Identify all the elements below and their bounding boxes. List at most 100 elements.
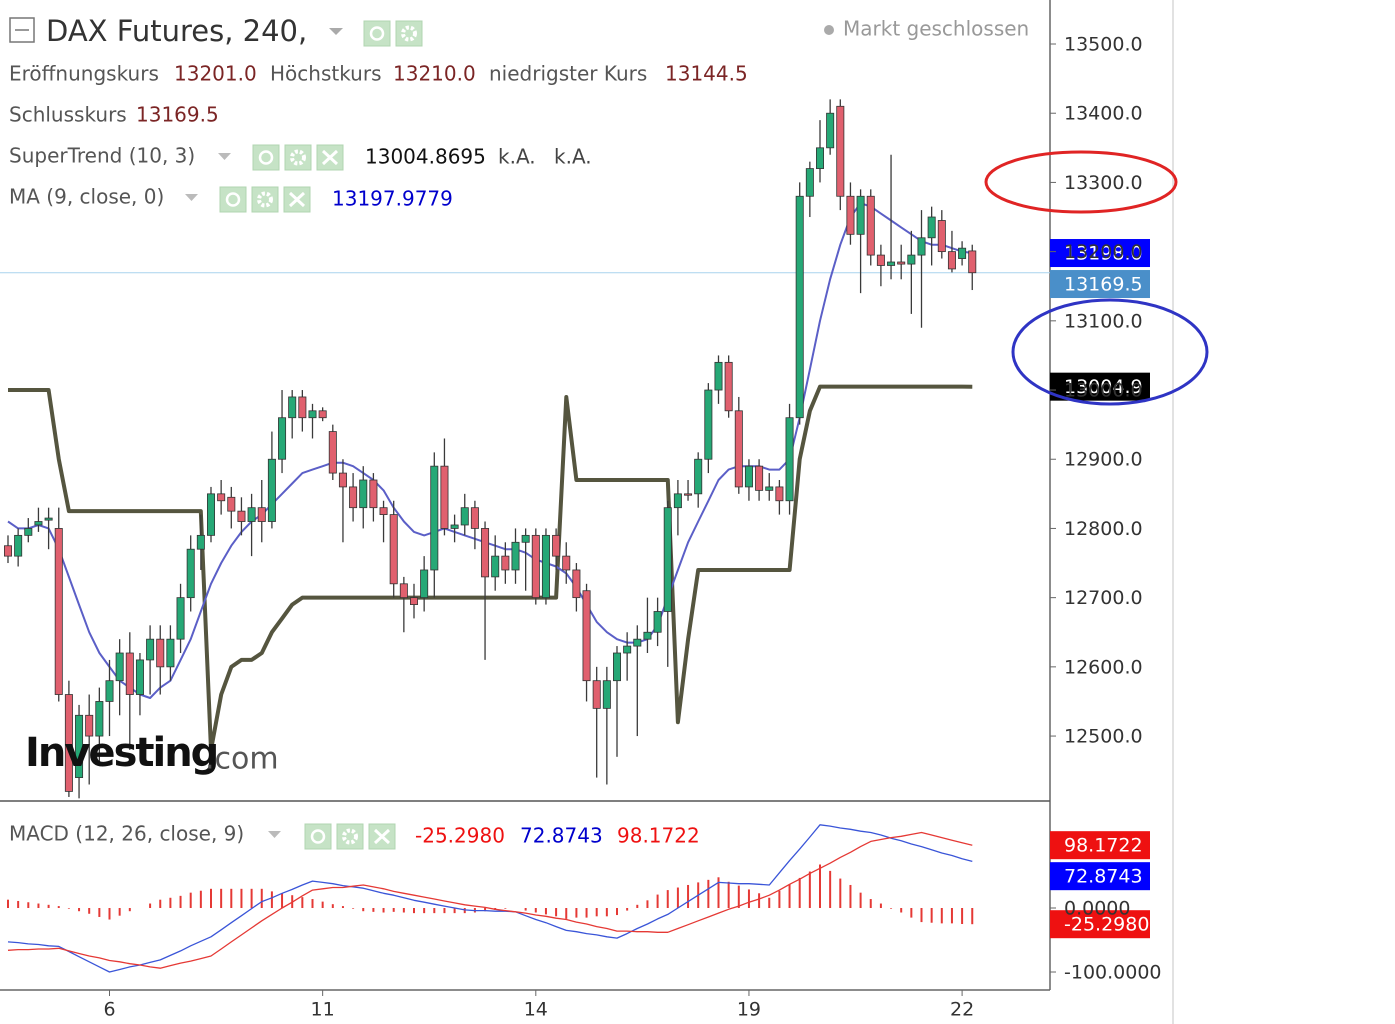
price-tag	[1050, 270, 1150, 299]
eye-icon	[258, 150, 274, 165]
candle-body	[958, 247, 967, 259]
y-tick-label: 12900.0	[1064, 449, 1143, 471]
candle-body	[125, 652, 134, 695]
candle-body	[744, 465, 753, 488]
candle-body	[866, 195, 875, 256]
dropdown-arrow[interactable]	[185, 194, 198, 201]
dropdown-arrow[interactable]	[329, 28, 343, 35]
candle-body	[714, 361, 723, 391]
gear-icon	[257, 191, 273, 208]
dropdown-arrow[interactable]	[268, 831, 281, 838]
candle-body	[511, 541, 520, 571]
y-tick-label: 12500.0	[1064, 726, 1143, 748]
legend: DAX Futures, 240, Markt geschlossen Eröf…	[9, 14, 1029, 848]
status-dot	[824, 25, 834, 35]
symbol-title: DAX Futures, 240,	[46, 14, 307, 48]
candle-body	[623, 645, 632, 654]
price-tag-label: 13198.0	[1064, 243, 1143, 265]
legend-icon[interactable]	[395, 20, 423, 47]
candle-body	[653, 611, 662, 633]
market-status: Markt geschlossen	[843, 17, 1029, 41]
candle-body	[64, 694, 73, 792]
candle-body	[237, 510, 246, 522]
price-tag	[1050, 831, 1150, 860]
price-tag-label: 72.8743	[1064, 866, 1143, 888]
price-tag-label: -25.2980	[1064, 914, 1149, 936]
candle-body	[227, 496, 236, 512]
candle-body	[217, 493, 226, 502]
eye-icon	[310, 829, 326, 844]
candle-body	[673, 493, 682, 509]
candle-body	[491, 555, 500, 578]
legend-icon[interactable]	[363, 20, 391, 47]
price-tag	[1050, 239, 1150, 268]
dropdown-arrow[interactable]	[218, 153, 231, 160]
collapse-icon[interactable]	[9, 17, 35, 43]
indicator-line	[7, 202, 973, 699]
indicator-line	[7, 831, 973, 969]
candle-body	[531, 534, 540, 599]
y-tick-label: 13400.0	[1064, 103, 1143, 125]
indicator-value: k.A.	[554, 145, 592, 169]
ohlc-label: niedrigster Kurs	[489, 62, 647, 86]
candle-body	[907, 254, 916, 265]
candle-body	[166, 638, 175, 668]
candle-body	[389, 514, 398, 585]
ohlc-label: Schlusskurs	[9, 103, 127, 127]
candle-body	[805, 168, 814, 197]
y-tick-label: 12700.0	[1064, 587, 1143, 609]
candle-body	[328, 431, 337, 474]
candle-body	[704, 389, 713, 460]
candle-body	[836, 105, 845, 197]
candle-body	[765, 486, 774, 491]
ohlc-label: Eröffnungskurs	[9, 62, 159, 86]
candle-body	[643, 631, 652, 640]
candle-body	[75, 714, 84, 778]
candle-body	[795, 195, 804, 419]
legend-icon[interactable]	[283, 186, 311, 213]
legend-icon[interactable]	[219, 186, 247, 213]
indicator-value: 72.8743	[520, 824, 603, 848]
candle-body	[826, 112, 835, 149]
candle-body	[937, 220, 946, 253]
legend-icon[interactable]	[336, 823, 364, 850]
candle-body	[755, 465, 764, 491]
y-tick-label: 13300.0	[1064, 172, 1143, 194]
candle-body	[14, 534, 23, 557]
legend-icon[interactable]	[251, 186, 279, 213]
candle-body	[247, 507, 256, 522]
candle-body	[308, 410, 317, 419]
y-tick-label: 13200.0	[1064, 241, 1143, 263]
price-tag-label: 98.1722	[1064, 835, 1143, 857]
y-tick-label: 12800.0	[1064, 518, 1143, 540]
candle-body	[338, 472, 347, 488]
candle-body	[85, 714, 94, 737]
candle-body	[399, 583, 408, 599]
candle-body	[349, 486, 358, 509]
candle-body	[4, 545, 12, 557]
close-icon	[321, 149, 339, 166]
annotation-ellipse	[984, 150, 1178, 214]
y-tick-label: 12600.0	[1064, 656, 1143, 678]
price-tag	[1050, 910, 1150, 939]
legend-icon[interactable]	[304, 823, 332, 850]
watermark: Investing .com	[25, 730, 279, 777]
indicator-line	[8, 384, 973, 752]
candle-body	[724, 361, 733, 412]
candle-body	[278, 417, 287, 460]
candle-body	[186, 548, 195, 599]
legend-icon[interactable]	[252, 144, 280, 171]
indicator-line	[7, 824, 973, 973]
candle-body	[420, 569, 429, 599]
candle-body	[572, 569, 581, 599]
candle-body	[734, 410, 743, 488]
legend-icon[interactable]	[284, 144, 312, 171]
gear-icon	[401, 25, 417, 42]
indicator-value: k.A.	[498, 145, 536, 169]
y-tick-label: 13500.0	[1064, 34, 1143, 56]
candle-body	[440, 465, 449, 529]
candle-body	[318, 410, 327, 419]
ohlc-value: 13201.0	[174, 62, 257, 86]
candle-body	[856, 195, 865, 235]
